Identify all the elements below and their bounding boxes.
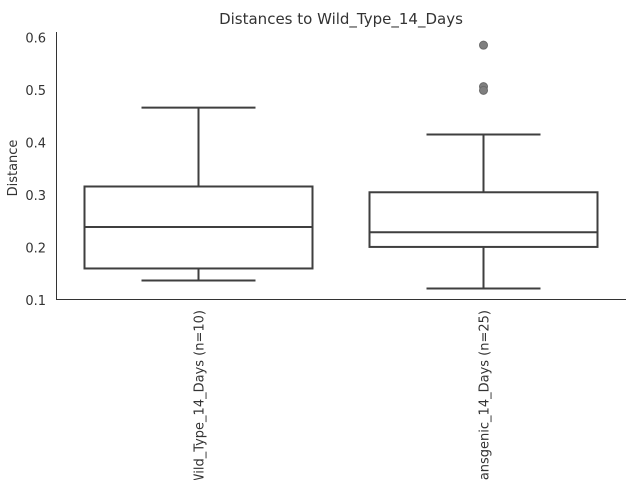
outlier-point (479, 85, 488, 95)
y-tick-label: 0.2 (25, 241, 46, 256)
iqr-box (368, 191, 599, 248)
y-tick-label: 0.1 (25, 294, 46, 309)
outlier-point (479, 40, 488, 50)
y-tick-label: 0.3 (25, 189, 46, 204)
x-tick-label: Wild_Type_14_Days (n=10) (193, 310, 208, 480)
x-tick-label: Transgenic_14_Days (n=25) (478, 310, 493, 480)
y-tick-labels: 0.1 0.2 0.3 0.4 0.5 0.6 (25, 31, 46, 309)
y-tick-label: 0.4 (25, 136, 46, 151)
y-tick-label: 0.5 (25, 84, 46, 99)
box-plots (83, 40, 599, 290)
y-axis-label: Distance (6, 140, 21, 197)
x-tick-labels: Wild_Type_14_Days (n=10) Transgenic_14_Da… (193, 310, 493, 480)
y-tick-label: 0.6 (25, 31, 46, 46)
chart-title: Distances to Wild_Type_14_Days (219, 10, 463, 29)
